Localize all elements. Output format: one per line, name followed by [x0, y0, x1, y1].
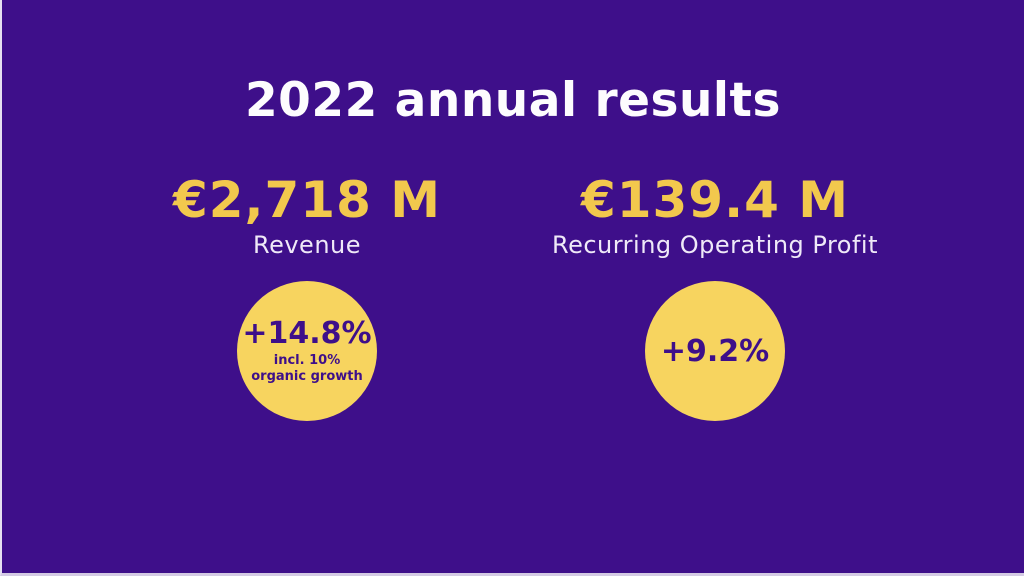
metric-operating-profit: €139.4 M Recurring Operating Profit +9.2… [485, 170, 945, 421]
operating-profit-label: Recurring Operating Profit [551, 231, 879, 259]
metric-revenue: €2,718 M Revenue +14.8% incl. 10% organi… [77, 170, 537, 421]
operating-profit-growth-value: +9.2% [660, 333, 770, 369]
operating-profit-growth-badge: +9.2% [645, 281, 785, 421]
page-title: 2022 annual results [244, 73, 781, 129]
revenue-value: €2,718 M [172, 171, 442, 229]
revenue-growth-note: incl. 10% organic growth [251, 352, 363, 384]
revenue-label: Revenue [252, 231, 362, 259]
revenue-growth-value: +14.8% [242, 315, 372, 351]
revenue-growth-badge: +14.8% incl. 10% organic growth [237, 281, 377, 421]
operating-profit-value: €139.4 M [580, 171, 850, 229]
